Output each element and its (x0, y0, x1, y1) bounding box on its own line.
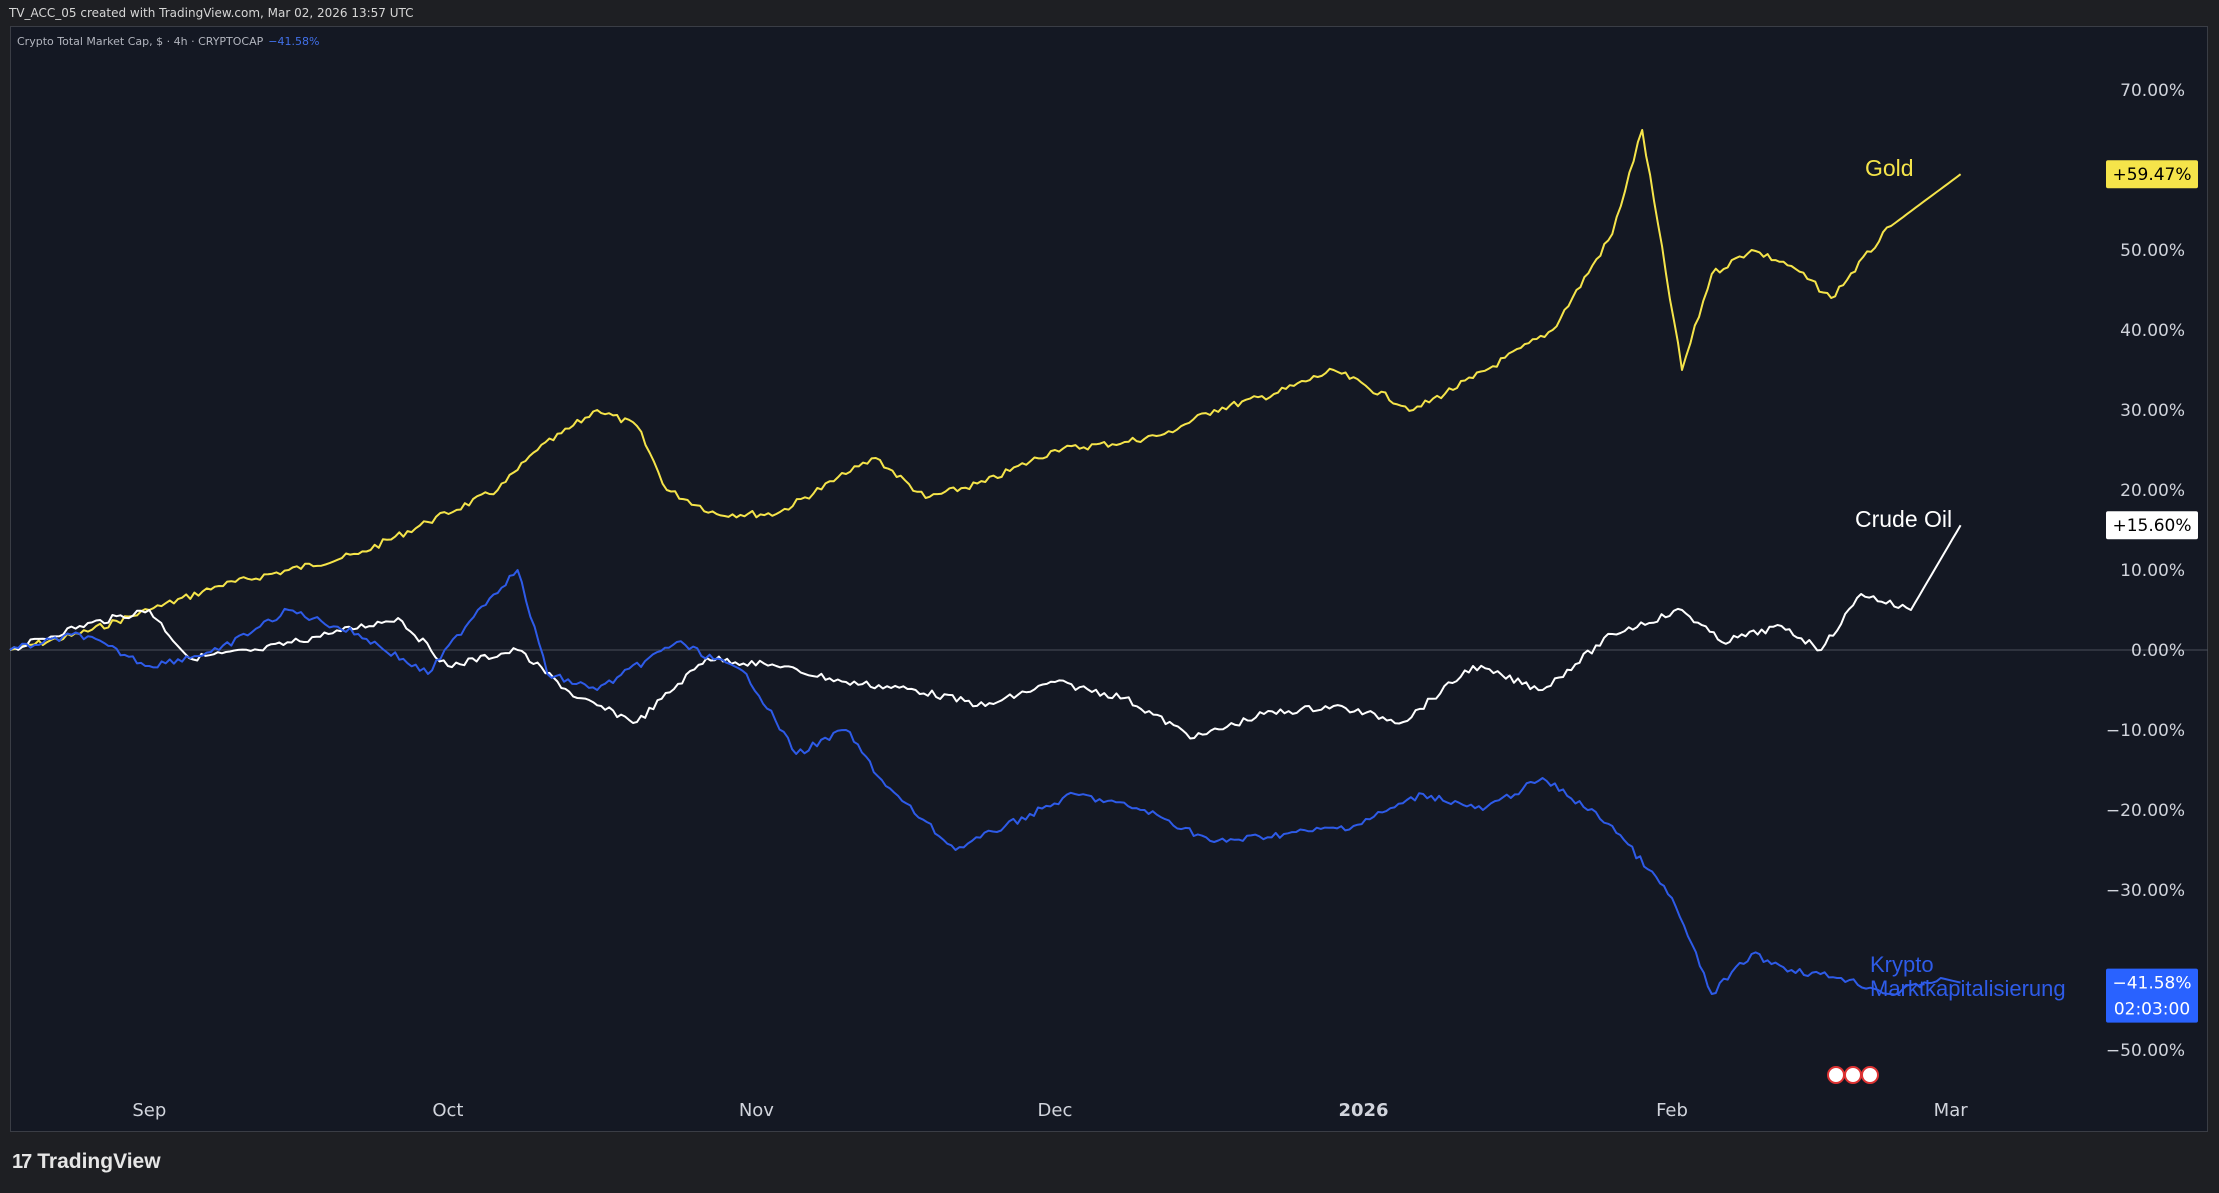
y-tick-label: 10.00% (2120, 561, 2185, 581)
y-tick-label: 30.00% (2120, 401, 2185, 421)
y-tick-label: 40.00% (2120, 321, 2185, 341)
y-tick-label: 20.00% (2120, 481, 2185, 501)
series-name-label: Crude Oil (1855, 506, 1952, 532)
series-line (9, 129, 1962, 651)
last-value-text: −41.58% (2112, 974, 2191, 994)
event-flag-icon (1844, 1066, 1862, 1084)
chart-watermark: TV_ACC_05 created with TradingView.com, … (9, 6, 414, 20)
y-tick-label: −20.00% (2106, 801, 2185, 821)
symbol-title: Crypto Total Market Cap, $ · 4h · CRYPTO… (17, 35, 264, 48)
y-tick-label: −30.00% (2106, 881, 2185, 901)
series-name-label: Gold (1865, 155, 1914, 181)
tradingview-brand[interactable]: 17 TradingView (12, 1150, 161, 1174)
y-tick-label: 50.00% (2120, 241, 2185, 261)
x-tick-label: Nov (739, 1100, 774, 1121)
last-value-text: +15.60% (2112, 516, 2191, 536)
last-value-badge (2106, 511, 2198, 540)
x-tick-label: Mar (1934, 1100, 1969, 1121)
symbol-change: −41.58% (268, 35, 320, 48)
x-tick-label: Sep (132, 1100, 166, 1121)
series-line (9, 569, 1961, 996)
x-tick-label: 2026 (1338, 1100, 1388, 1121)
x-tick-label: Feb (1656, 1100, 1688, 1121)
countdown-timer: 02:03:00 (2114, 1000, 2190, 1020)
brand-label: TradingView (37, 1150, 161, 1173)
x-tick-label: Dec (1038, 1100, 1073, 1121)
y-tick-label: 0.00% (2131, 641, 2185, 661)
y-tick-label: 70.00% (2120, 81, 2185, 101)
tradingview-logo-icon: 17 (12, 1150, 32, 1173)
series-line (9, 524, 1962, 740)
event-flag-icon (1827, 1066, 1845, 1084)
event-flag-icon (1861, 1066, 1879, 1084)
series-name-label: Krypto Marktkapitalisierung (1870, 952, 2066, 1001)
last-value-badge (2106, 968, 2198, 1023)
x-tick-label: Oct (432, 1100, 463, 1121)
y-tick-label: −50.00% (2106, 1041, 2185, 1061)
symbol-legend[interactable]: Crypto Total Market Cap, $ · 4h · CRYPTO… (17, 35, 319, 48)
last-value-badge (2106, 160, 2198, 189)
last-value-text: +59.47% (2112, 165, 2191, 185)
y-tick-label: −10.00% (2106, 721, 2185, 741)
chart-panel[interactable] (10, 26, 2208, 1132)
